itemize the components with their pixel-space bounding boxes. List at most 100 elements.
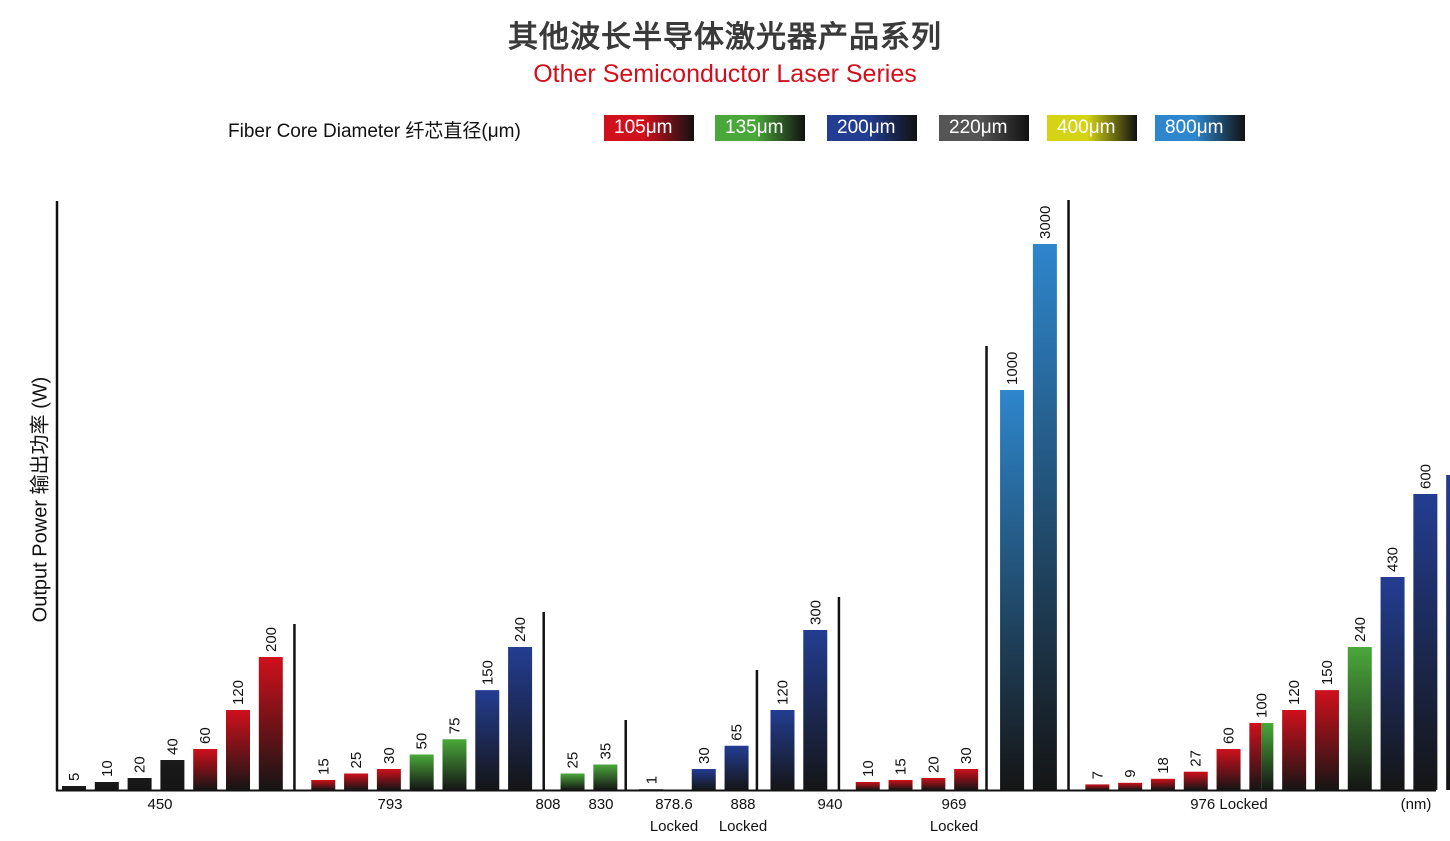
bar-value-label: 120 [1286,680,1303,705]
x-tick-label: 793 [377,796,402,813]
bar [226,710,250,790]
bar [376,769,401,790]
bar-value-label: 25 [565,752,582,769]
bar [560,773,585,790]
bar-value-label: 60 [1221,727,1238,744]
bar-value-label: 100 [1253,693,1270,718]
bar-value-label: 300 [807,600,824,625]
bar-value-label: 120 [774,680,791,705]
x-unit-label: (nm) [1401,796,1432,813]
x-tick-label: 976 Locked [1190,796,1268,813]
bar [593,764,618,790]
bar [1085,784,1110,790]
bar [1000,390,1025,790]
bar-value-label: 600 [1417,464,1434,489]
x-tick-label: 888 [730,796,755,813]
bar-value-label: 240 [512,617,529,642]
legend-item-400μm: 400μm [1047,115,1137,141]
bar [1150,778,1175,790]
x-tick-label: 969 [941,796,966,813]
bar [409,754,434,790]
bar [1032,244,1057,790]
bar [1413,494,1438,790]
bar-value-label: 150 [1319,660,1336,685]
bar-value-label: 20 [925,756,942,773]
bar-value-label: 5 [66,773,83,781]
bar-value-label: 15 [893,758,910,775]
bar [803,630,828,790]
bar-value-label: 60 [197,727,214,744]
bar-value-label: 3000 [1037,206,1054,239]
bar [160,760,185,790]
x-tick-label-sub: Locked [719,818,767,835]
bar [724,745,749,790]
x-tick-label: 450 [147,796,172,813]
bar [1314,690,1339,790]
bar-value-label: 35 [597,743,614,760]
x-tick-label: 830 [588,796,613,813]
x-tick-label: 940 [817,796,842,813]
bar [770,710,795,790]
bar-value-label: 30 [381,747,398,764]
x-tick-label-sub: Locked [650,818,698,835]
bar-value-label: 75 [446,718,463,735]
bar-value-label: 10 [99,760,116,777]
bar [94,782,119,790]
bar-value-label: 1 [643,776,660,784]
bar-value-label: 18 [1155,757,1172,774]
bar-value-label: 30 [958,747,975,764]
bar [639,789,664,790]
bar [1347,647,1372,790]
bar-value-label: 7 [1089,771,1106,779]
legend-item-800μm: 800μm [1155,115,1245,141]
bar [442,739,467,790]
bar-value-label: 30 [696,747,713,764]
bar-value-label: 65 [729,724,746,741]
bar-value-label: 27 [1188,750,1205,767]
bar [62,786,86,790]
bar [954,769,979,790]
bar-value-label: 40 [164,738,181,755]
bar [1282,710,1307,790]
bar-value-label: 9 [1122,769,1139,777]
bar [1118,782,1143,790]
bar [508,647,533,790]
bar [1380,577,1405,790]
bar [855,782,880,790]
chart-subtitle: Other Semiconductor Laser Series [533,60,917,88]
bar [1446,475,1450,790]
legend-item-105μm: 105μm [604,115,694,141]
bar [691,769,716,790]
bar [1249,723,1262,790]
chart-title: 其他波长半导体激光器产品系列 [508,20,942,55]
bar [475,690,500,790]
bar [258,657,283,790]
bar-value-label: 50 [414,733,431,750]
bar-value-label: 25 [348,752,365,769]
bar [1261,723,1274,790]
legend-item-200μm: 200μm [827,115,917,141]
bar-value-label: 20 [132,756,149,773]
bar-value-label: 15 [315,758,332,775]
bar [1183,771,1208,790]
legend-item-135μm: 135μm [715,115,805,141]
bar-value-label: 120 [230,680,247,705]
bar-value-label: 430 [1385,547,1402,572]
x-tick-label: 808 [535,796,560,813]
bar-value-label: 150 [479,660,496,685]
legend-item-220μm: 220μm [939,115,1029,141]
bar-value-label: 10 [860,760,877,777]
bar [127,778,152,790]
bar-value-label: 240 [1352,617,1369,642]
bar [921,778,946,790]
x-tick-label: 878.6 [655,796,693,813]
bar-value-label: 1000 [1004,352,1021,385]
bar-value-label: 200 [263,627,280,652]
bar [311,780,336,790]
legend-label: Fiber Core Diameter 纤芯直径(μm) [228,121,521,142]
bar [193,749,218,790]
bar [344,773,369,790]
x-tick-label-sub: Locked [930,818,978,835]
bar [1216,749,1241,790]
